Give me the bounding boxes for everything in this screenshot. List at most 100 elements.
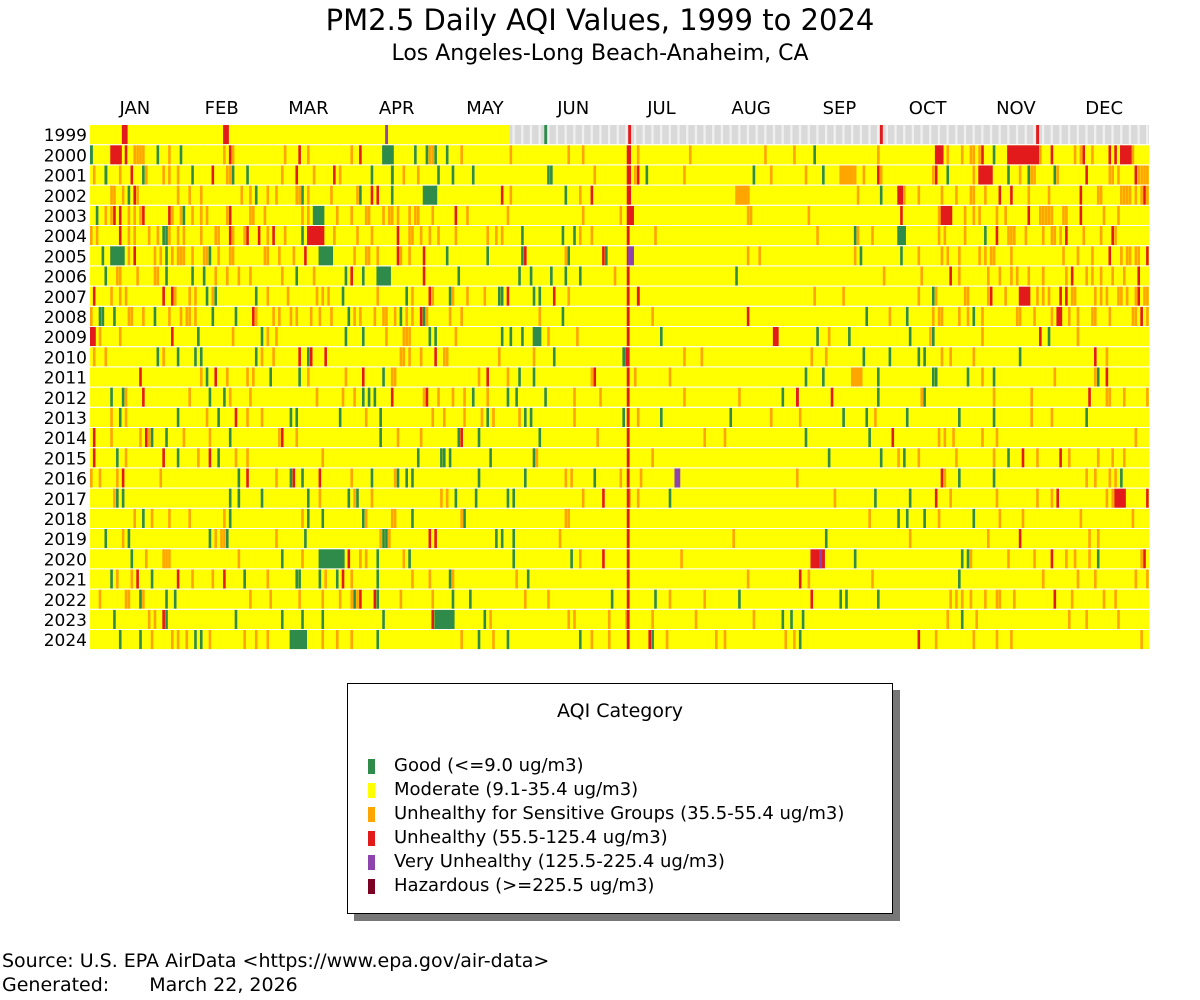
- heatmap-day: [633, 165, 637, 185]
- heatmap-day: [445, 347, 449, 367]
- heatmap-row-separator: [90, 406, 1149, 408]
- legend-label-usg: Unhealthy for Sensitive Groups (35.5-55.…: [394, 803, 845, 824]
- heatmap-day: [214, 529, 218, 549]
- heatmap-july4-2004: [626, 226, 630, 246]
- heatmap-notable-2000-293: [934, 145, 944, 165]
- heatmap-july4-2019: [626, 529, 630, 549]
- heatmap-notable-2000-1: [90, 145, 93, 165]
- heatmap-day: [946, 145, 950, 165]
- heatmap-day: [266, 327, 270, 347]
- heatmap-row-separator: [90, 649, 1149, 651]
- heatmap-notable-2007-322: [1018, 286, 1031, 306]
- heatmap-day: [648, 630, 652, 650]
- heatmap-row-2008: [90, 306, 1149, 326]
- heatmap-nodata-tick: [1120, 125, 1123, 145]
- heatmap-nodata-tick: [547, 125, 550, 145]
- heatmap-day: [917, 448, 921, 468]
- heatmap-day: [278, 306, 281, 326]
- heatmap-day: [1067, 609, 1071, 629]
- heatmap-day: [934, 165, 938, 185]
- heatmap-day: [133, 508, 137, 528]
- heatmap-day: [437, 165, 440, 185]
- heatmap-day: [237, 549, 241, 569]
- heatmap-day: [824, 347, 828, 367]
- heatmap-day: [1111, 488, 1114, 508]
- heatmap-day: [729, 407, 733, 427]
- heatmap-day: [176, 630, 180, 650]
- heatmap-day: [228, 488, 232, 508]
- heatmap-day: [101, 306, 105, 326]
- heatmap-day: [1033, 165, 1036, 185]
- heatmap-nodata-tick: [1033, 125, 1036, 145]
- heatmap-day: [321, 448, 325, 468]
- heatmap-day: [422, 306, 426, 326]
- heatmap-day: [445, 488, 449, 508]
- heatmap-day: [252, 306, 255, 326]
- heatmap-day: [411, 508, 414, 528]
- heatmap-day: [205, 407, 209, 427]
- heatmap-day: [90, 306, 93, 326]
- heatmap-day: [283, 226, 287, 246]
- heatmap-day: [639, 468, 643, 488]
- heatmap-day: [280, 428, 284, 448]
- heatmap-day: [660, 327, 663, 347]
- heatmap-notable-2012-245: [796, 387, 799, 407]
- heatmap-notable-2020-80: [318, 549, 345, 569]
- heatmap-day: [703, 428, 707, 448]
- heatmap-nodata-tick: [859, 125, 862, 145]
- heatmap-day: [723, 630, 727, 650]
- heatmap-day: [254, 630, 258, 650]
- heatmap-day: [865, 306, 869, 326]
- heatmap-day: [1062, 246, 1065, 266]
- heatmap-day: [150, 508, 154, 528]
- heatmap-day: [382, 367, 385, 387]
- heatmap-day: [199, 347, 203, 367]
- heatmap-day: [191, 205, 194, 225]
- heatmap-day: [254, 185, 258, 205]
- heatmap-day: [636, 145, 640, 165]
- heatmap-day: [153, 266, 157, 286]
- heatmap-day: [1036, 488, 1039, 508]
- heatmap-day: [217, 246, 220, 266]
- heatmap-day: [1079, 185, 1083, 205]
- heatmap-nodata-tick: [564, 125, 567, 145]
- heatmap-day: [477, 630, 481, 650]
- legend-swatch-usg: [368, 806, 375, 822]
- heatmap-day: [955, 448, 958, 468]
- heatmap-day: [1027, 205, 1031, 225]
- heatmap-day: [871, 226, 874, 246]
- heatmap-day: [986, 529, 990, 549]
- heatmap-day: [515, 387, 518, 407]
- heatmap-day: [1050, 488, 1054, 508]
- heatmap-day: [1053, 226, 1057, 246]
- heatmap-day: [225, 367, 229, 387]
- heatmap-day: [1134, 306, 1138, 326]
- heatmap-day: [451, 286, 455, 306]
- heatmap-day: [431, 145, 435, 165]
- generated-label: Generated:: [2, 974, 110, 996]
- heatmap-july4-2015: [626, 448, 630, 468]
- heatmap-day: [581, 145, 585, 165]
- heatmap-day: [1099, 226, 1103, 246]
- heatmap-day: [524, 246, 527, 266]
- heatmap-day: [162, 226, 165, 246]
- heatmap-day: [1010, 185, 1013, 205]
- heatmap-day: [978, 246, 981, 266]
- heatmap-nodata-tick: [816, 125, 819, 145]
- heatmap-nodata-tick: [1085, 125, 1088, 145]
- heatmap-day: [879, 185, 883, 205]
- heatmap-day: [1120, 286, 1123, 306]
- heatmap-day: [509, 185, 513, 205]
- heatmap-row-2019: [90, 529, 1149, 549]
- heatmap-day: [610, 589, 614, 609]
- heatmap-day: [171, 327, 174, 347]
- heatmap-day: [364, 407, 368, 427]
- heatmap-day: [1108, 306, 1112, 326]
- heatmap-day: [1070, 266, 1074, 286]
- heatmap-day: [124, 448, 128, 468]
- legend-item-unhealthy: Unhealthy (55.5-125.4 ug/m3): [368, 826, 668, 850]
- heatmap-day: [477, 428, 481, 448]
- heatmap-july4-2017: [626, 488, 630, 508]
- heatmap-day: [824, 529, 828, 549]
- heatmap-day: [1021, 448, 1025, 468]
